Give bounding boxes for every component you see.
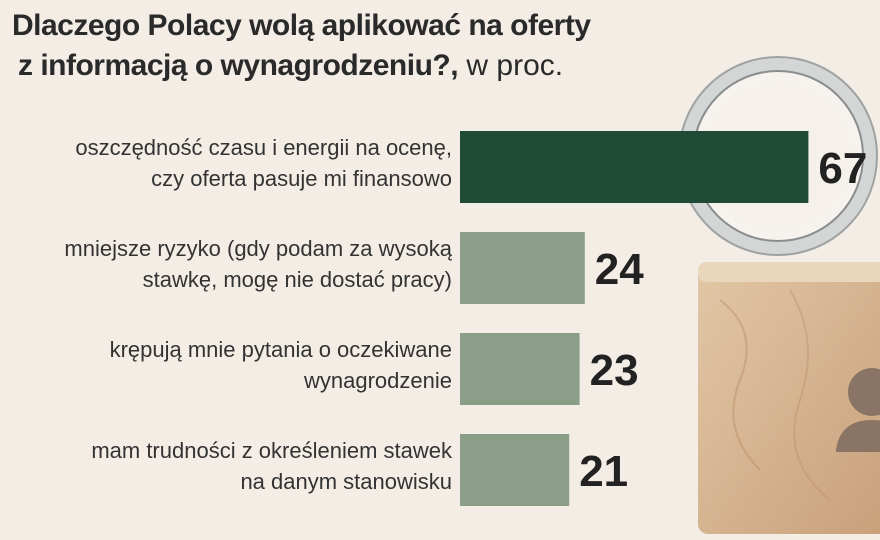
value-label-1: 67: [818, 144, 867, 193]
value-label-3: 23: [590, 346, 639, 395]
value-label-2: 24: [595, 245, 644, 294]
title-unit: w proc.: [458, 49, 564, 82]
title-line-2: z informacją o wynagrodzeniu?,: [18, 49, 459, 82]
wooden-block-illustration: [698, 262, 880, 534]
category-label-3-line-1: krępują mnie pytania o oczekiwane: [110, 337, 452, 362]
category-label-4-line-2: na danym stanowisku: [240, 469, 452, 494]
value-label-4: 21: [579, 447, 628, 496]
category-label-2-line-1: mniejsze ryzyko (gdy podam za wysoką: [64, 236, 452, 261]
person-head-icon: [848, 368, 880, 416]
category-label-3-line-2: wynagrodzenie: [303, 368, 452, 393]
category-label-1-line-2: czy oferta pasuje mi finansowo: [151, 166, 452, 191]
category-label-1-line-1: oszczędność czasu i energii na ocenę,: [75, 135, 452, 160]
chart-title: Dlaczego Polacy wolą aplikować na oferty…: [12, 6, 652, 86]
bar-3: [460, 333, 580, 405]
category-label-2-line-2: stawkę, mogę nie dostać pracy): [143, 267, 452, 292]
bar-2: [460, 232, 585, 304]
bar-4: [460, 434, 570, 506]
bar-1: [460, 131, 809, 203]
title-line-1: Dlaczego Polacy wolą aplikować na oferty: [12, 9, 591, 42]
category-label-4-line-1: mam trudności z określeniem stawek: [91, 438, 453, 463]
person-body-icon: [836, 420, 880, 452]
